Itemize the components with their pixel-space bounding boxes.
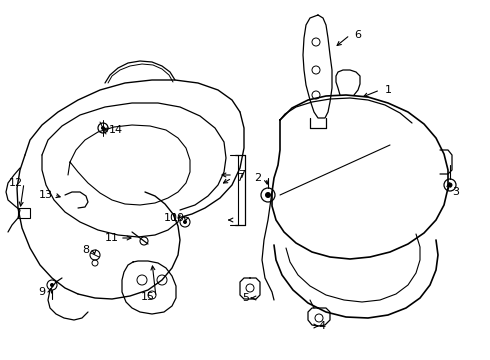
Circle shape (101, 126, 105, 130)
Text: 2: 2 (254, 173, 262, 183)
Text: 7: 7 (238, 170, 245, 180)
Text: 14: 14 (109, 125, 123, 135)
Text: 6: 6 (354, 30, 362, 40)
Text: 9: 9 (38, 287, 46, 297)
Text: 11: 11 (105, 233, 119, 243)
Text: 10: 10 (171, 213, 185, 223)
Text: 3: 3 (452, 187, 460, 197)
Text: 7: 7 (237, 173, 244, 183)
Text: 13: 13 (39, 190, 53, 200)
Circle shape (447, 183, 452, 188)
Circle shape (183, 220, 187, 224)
Text: 12: 12 (9, 178, 23, 188)
Text: 10: 10 (164, 213, 178, 223)
Circle shape (265, 192, 271, 198)
Text: 1: 1 (385, 85, 392, 95)
Bar (18, 208, 30, 218)
Text: 4: 4 (318, 321, 325, 331)
Circle shape (50, 283, 54, 287)
Text: 5: 5 (243, 293, 249, 303)
Text: 15: 15 (141, 292, 155, 302)
Text: 8: 8 (82, 245, 90, 255)
